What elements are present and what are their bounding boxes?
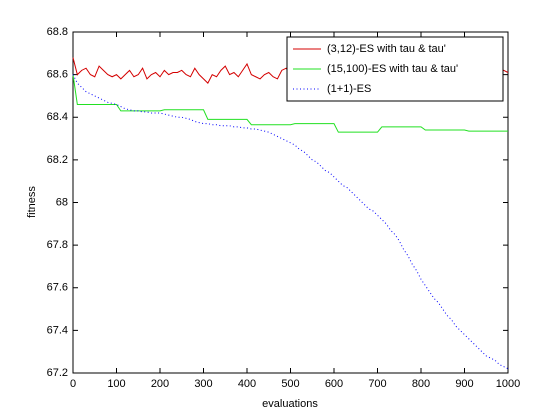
x-tick-label: 600 bbox=[325, 378, 343, 390]
y-tick-label: 67.4 bbox=[47, 324, 68, 336]
x-tick-label: 700 bbox=[368, 378, 386, 390]
x-tick-label: 400 bbox=[238, 378, 256, 390]
y-tick-label: 67.8 bbox=[47, 239, 68, 251]
x-tick-label: 200 bbox=[151, 378, 169, 390]
y-tick-label: 68 bbox=[56, 196, 68, 208]
x-tick-label: 800 bbox=[412, 378, 430, 390]
series-line bbox=[72, 74, 508, 133]
y-tick-label: 68.8 bbox=[47, 26, 68, 38]
y-axis-label: fitness bbox=[26, 186, 38, 218]
y-tick-label: 68.2 bbox=[47, 154, 68, 166]
y-tick-label: 67.2 bbox=[47, 367, 68, 379]
x-tick-label: 900 bbox=[455, 378, 473, 390]
legend-box bbox=[286, 36, 504, 102]
series-line bbox=[72, 74, 509, 370]
y-tick-label: 68.4 bbox=[47, 111, 68, 123]
y-tick-label: 68.6 bbox=[47, 69, 68, 81]
x-tick-label: 0 bbox=[70, 378, 76, 390]
legend-label: (1+1)-ES bbox=[327, 83, 371, 95]
legend-label: (3,12)-ES with tau & tau' bbox=[327, 43, 446, 55]
x-tick-label: 500 bbox=[281, 378, 299, 390]
legend-label: (15,100)-ES with tau & tau' bbox=[327, 63, 458, 75]
x-tick-label: 300 bbox=[194, 378, 212, 390]
y-tick-label: 67.6 bbox=[47, 282, 68, 294]
x-axis-label: evaluations bbox=[262, 398, 318, 410]
x-tick-label: 100 bbox=[107, 378, 125, 390]
x-tick-label: 1000 bbox=[496, 378, 520, 390]
